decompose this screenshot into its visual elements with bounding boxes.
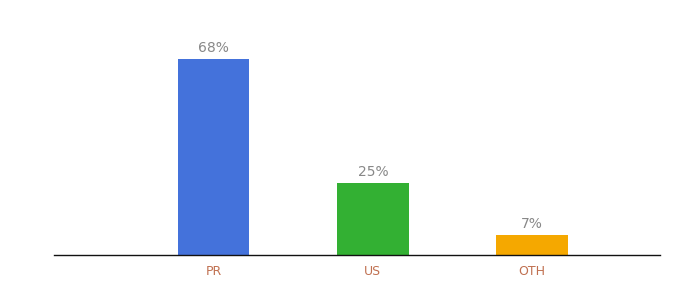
Bar xyxy=(337,183,409,255)
Bar xyxy=(178,58,250,255)
Text: 7%: 7% xyxy=(522,217,543,231)
Text: 68%: 68% xyxy=(199,41,229,55)
Bar xyxy=(496,235,568,255)
Text: 25%: 25% xyxy=(358,165,388,179)
